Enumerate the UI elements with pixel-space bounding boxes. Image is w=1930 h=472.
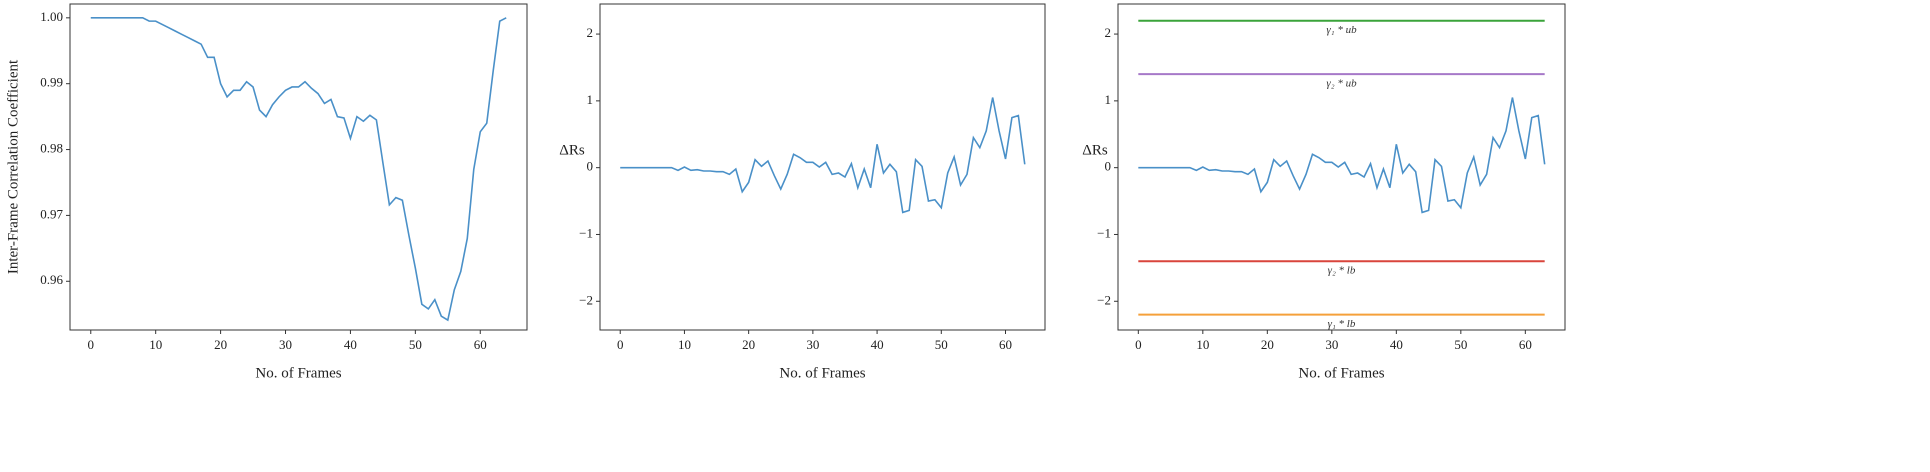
y-tick-label: 1 xyxy=(587,92,594,107)
y-tick-label: 1 xyxy=(1105,92,1112,107)
x-tick-label: 50 xyxy=(409,337,422,352)
threshold-label: γ₂ * lb xyxy=(1328,265,1356,277)
x-tick-label: 50 xyxy=(935,337,948,352)
y-tick-label: 1.00 xyxy=(40,9,63,24)
x-tick-label: 30 xyxy=(279,337,292,352)
y-tick-label: 2 xyxy=(1105,25,1112,40)
x-tick-label: 0 xyxy=(1135,337,1142,352)
x-tick-label: 20 xyxy=(1261,337,1274,352)
x-tick-label: 0 xyxy=(88,337,95,352)
x-tick-label: 0 xyxy=(617,337,624,352)
x-tick-label: 40 xyxy=(344,337,357,352)
axes-frame xyxy=(1117,3,1566,331)
y-axis-label: Inter-Frame Correlation Coefficient xyxy=(5,59,21,274)
axes-frame xyxy=(599,3,1046,331)
x-tick-label: 60 xyxy=(1519,337,1532,352)
x-tick-label: 10 xyxy=(149,337,162,352)
x-tick-label: 30 xyxy=(806,337,819,352)
x-tick-label: 30 xyxy=(1325,337,1338,352)
y-tick-label: −1 xyxy=(579,225,593,240)
x-tick-label: 60 xyxy=(999,337,1012,352)
x-axis-label: No. of Frames xyxy=(1298,365,1384,381)
x-tick-label: 20 xyxy=(214,337,227,352)
data-line xyxy=(90,17,507,322)
x-tick-label: 20 xyxy=(742,337,755,352)
x-tick-label: 40 xyxy=(871,337,884,352)
data-line xyxy=(620,97,1026,214)
x-tick-label: 40 xyxy=(1390,337,1403,352)
y-tick-label: 0 xyxy=(587,159,594,174)
y-tick-label: 0.96 xyxy=(40,272,63,287)
x-tick-label: 60 xyxy=(474,337,487,352)
y-tick-label: 0.99 xyxy=(40,75,63,90)
x-axis-label: No. of Frames xyxy=(779,365,865,381)
y-tick-label: 0 xyxy=(1105,159,1112,174)
y-axis-label: ΔRs xyxy=(1082,142,1108,158)
threshold-label: γ₂ * ub xyxy=(1326,78,1357,90)
data-line xyxy=(1138,97,1546,214)
y-axis-label: ΔRs xyxy=(559,142,585,158)
x-axis-label: No. of Frames xyxy=(255,365,341,381)
y-tick-label: 0.97 xyxy=(40,206,63,221)
x-tick-label: 10 xyxy=(1196,337,1209,352)
threshold-label: γ₁ * lb xyxy=(1328,318,1356,330)
y-tick-label: −2 xyxy=(579,292,593,307)
y-tick-label: 2 xyxy=(587,25,594,40)
y-tick-label: −1 xyxy=(1097,225,1111,240)
x-tick-label: 50 xyxy=(1454,337,1467,352)
threshold-label: γ₁ * ub xyxy=(1326,24,1357,36)
y-tick-label: 0.98 xyxy=(40,141,63,156)
axes-frame xyxy=(69,3,528,331)
x-tick-label: 10 xyxy=(678,337,691,352)
y-tick-label: −2 xyxy=(1097,292,1111,307)
